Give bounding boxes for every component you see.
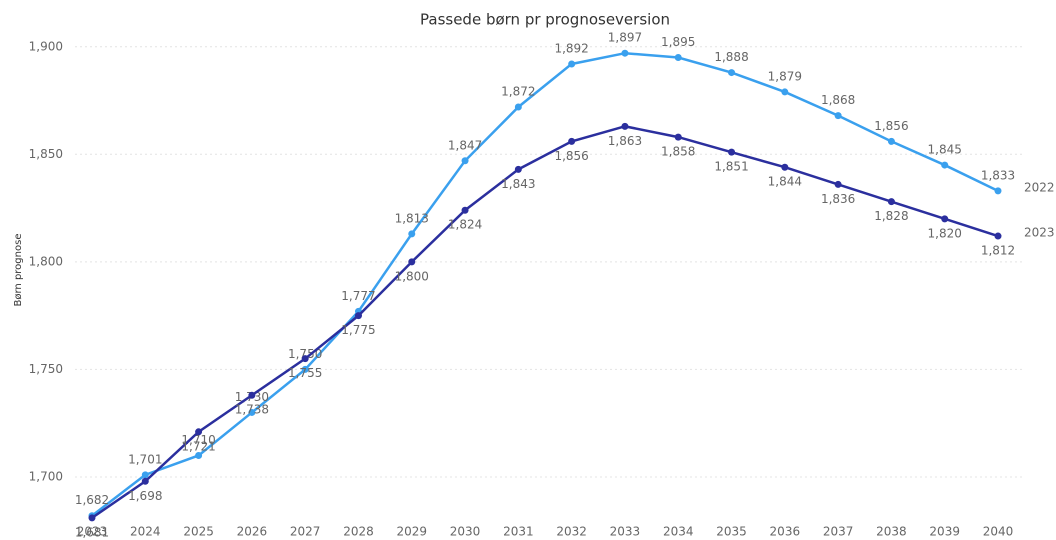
data-point <box>674 133 682 141</box>
data-point <box>994 187 1002 195</box>
series-label: 2023 <box>1024 226 1055 240</box>
data-point <box>514 165 522 173</box>
data-label: 1,847 <box>448 138 482 152</box>
data-label: 1,868 <box>821 93 855 107</box>
data-label: 1,682 <box>75 493 109 507</box>
y-axis-label: Børn prognose <box>13 234 24 307</box>
data-point <box>728 69 736 77</box>
data-point <box>621 49 629 57</box>
data-label: 1,895 <box>661 35 695 49</box>
y-tick-label: 1,700 <box>29 469 63 483</box>
x-tick-label: 2031 <box>503 525 534 539</box>
data-point <box>195 428 203 436</box>
series-label: 2022 <box>1024 180 1055 194</box>
series-line <box>91 51 999 517</box>
data-point <box>834 180 842 188</box>
data-label: 1,851 <box>714 160 748 174</box>
data-label: 1,858 <box>661 145 695 159</box>
y-tick-label: 1,750 <box>29 362 63 376</box>
x-tick-label: 2030 <box>450 525 481 539</box>
data-label: 1,820 <box>928 226 962 240</box>
data-point <box>408 258 416 266</box>
x-tick-label: 2033 <box>610 525 641 539</box>
data-label: 1,845 <box>928 143 962 157</box>
data-label: 1,698 <box>128 489 162 503</box>
data-point <box>301 355 309 363</box>
data-point <box>568 137 576 145</box>
data-point <box>674 54 682 62</box>
x-tick-label: 2040 <box>983 525 1014 539</box>
data-point <box>781 88 789 96</box>
x-tick-label: 2024 <box>130 525 161 539</box>
data-point <box>728 148 736 156</box>
data-label: 1,813 <box>395 211 429 225</box>
data-point <box>461 206 469 214</box>
x-tick-label: 2039 <box>929 525 960 539</box>
x-tick-label: 2027 <box>290 525 321 539</box>
data-label: 1,897 <box>608 31 642 45</box>
data-point <box>887 137 895 145</box>
data-point <box>248 408 256 416</box>
data-point <box>568 60 576 68</box>
data-point <box>941 215 949 223</box>
data-label: 1,701 <box>128 452 162 466</box>
data-label: 1,777 <box>341 289 375 303</box>
x-tick-label: 2025 <box>183 525 214 539</box>
x-tick-label: 2023 <box>77 525 108 539</box>
data-label: 1,738 <box>235 403 269 417</box>
data-point <box>195 451 203 459</box>
data-point <box>301 365 309 373</box>
data-label: 1,833 <box>981 168 1015 182</box>
data-label: 1,812 <box>981 244 1015 258</box>
y-tick-label: 1,900 <box>29 39 63 53</box>
x-tick-label: 2037 <box>823 525 854 539</box>
y-tick-label: 1,850 <box>29 147 63 161</box>
data-label: 1,856 <box>554 149 588 163</box>
data-label: 1,844 <box>768 175 802 189</box>
x-tick-label: 2035 <box>716 525 747 539</box>
data-point <box>141 471 149 479</box>
data-label: 1,755 <box>288 366 322 380</box>
data-point <box>408 230 416 238</box>
data-label: 1,879 <box>768 69 802 83</box>
data-point <box>514 103 522 111</box>
data-label: 1,824 <box>448 218 482 232</box>
y-tick-label: 1,800 <box>29 254 63 268</box>
data-point <box>141 477 149 485</box>
data-point <box>248 391 256 399</box>
data-point <box>781 163 789 171</box>
data-point <box>834 112 842 120</box>
x-tick-label: 2038 <box>876 525 907 539</box>
x-tick-label: 2026 <box>237 525 268 539</box>
data-label: 1,710 <box>181 433 215 447</box>
data-label: 1,863 <box>608 134 642 148</box>
data-label: 1,892 <box>554 41 588 55</box>
data-label: 1,775 <box>341 323 375 337</box>
x-tick-label: 2032 <box>556 525 587 539</box>
data-point <box>461 157 469 165</box>
data-point <box>994 232 1002 240</box>
data-point <box>354 312 362 320</box>
data-label: 1,856 <box>874 119 908 133</box>
chart-title: Passede børn pr prognoseversion <box>420 11 670 29</box>
data-label: 1,888 <box>714 50 748 64</box>
data-point <box>621 122 629 130</box>
data-label: 1,800 <box>395 269 429 283</box>
data-point <box>887 198 895 206</box>
data-label: 1,681 <box>75 525 109 539</box>
data-label: 1,843 <box>501 177 535 191</box>
x-tick-label: 2036 <box>770 525 801 539</box>
data-label: 1,836 <box>821 192 855 206</box>
data-label: 1,721 <box>181 439 215 453</box>
data-point <box>88 514 96 522</box>
x-tick-label: 2028 <box>343 525 374 539</box>
x-tick-label: 2029 <box>396 525 427 539</box>
data-label: 1,828 <box>874 209 908 223</box>
data-label: 1,872 <box>501 84 535 98</box>
series-line <box>91 125 999 519</box>
x-tick-label: 2034 <box>663 525 694 539</box>
data-point <box>941 161 949 169</box>
